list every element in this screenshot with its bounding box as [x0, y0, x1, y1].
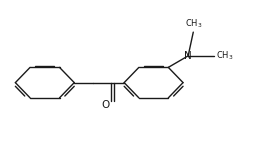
Text: O: O: [102, 100, 110, 110]
Text: CH$_3$: CH$_3$: [185, 17, 202, 30]
Text: CH$_3$: CH$_3$: [216, 50, 234, 62]
Text: N: N: [184, 51, 192, 61]
